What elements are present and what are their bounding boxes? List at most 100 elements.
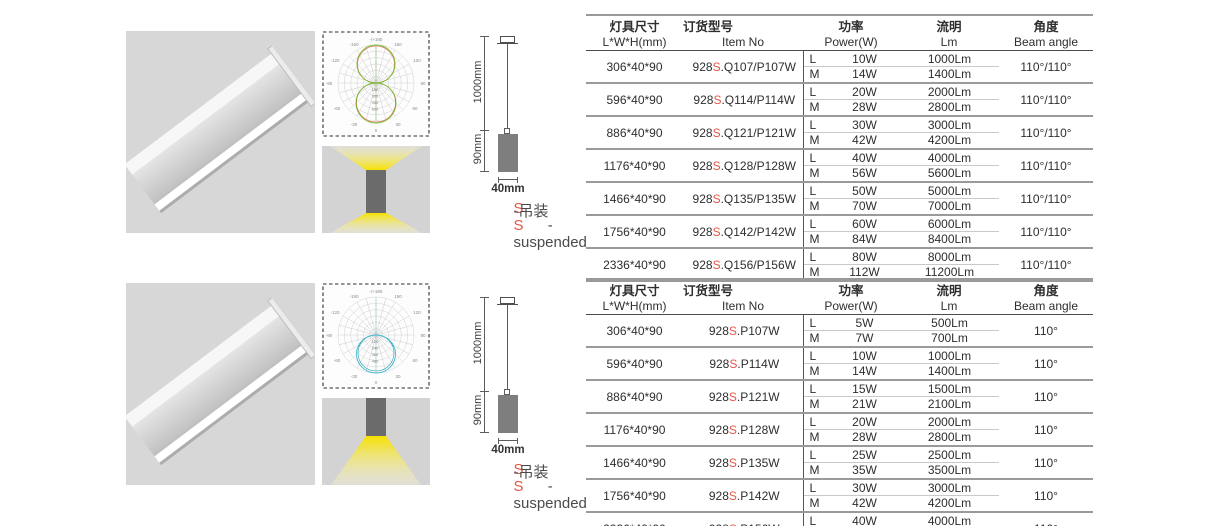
polar-angle-label: -150: [349, 42, 359, 47]
light-distribution-illustration-down: [322, 398, 430, 485]
power-lumen-cell: L 20W 2000Lm M 28W 2800Lm: [802, 83, 999, 116]
header-row-cn: 灯具尺寸 订货型号 功率 流明 角度: [586, 15, 1093, 35]
body-height-label: 90mm: [472, 394, 484, 426]
spec-table-down: 灯具尺寸 订货型号 功率 流明 角度 L*W*H(mm) Item No Pow…: [586, 278, 1093, 526]
power-lumen-subrow-m: M 14W 1400Lm: [809, 364, 972, 378]
power-lumen-cell: L 30W 3000Lm M 42W 4200Lm: [802, 479, 999, 512]
col-power-cn: 功率: [838, 20, 864, 34]
header-row-cn: 灯具尺寸 订货型号 功率 流明 角度: [586, 279, 1093, 299]
item-no-cell: 928S.Q135/P135W: [692, 191, 796, 206]
power-lumen-cell: L 50W 5000Lm M 70W 7000Lm: [802, 182, 999, 215]
polar-angle-label: 120: [413, 58, 421, 63]
beam-angle-cell: 110°/110°: [1020, 92, 1072, 107]
item-no-cell: 928S.Q128/P128W: [692, 158, 796, 173]
size-cell: 886*40*90: [606, 389, 663, 404]
col-angle-en: Beam angle: [1013, 35, 1079, 49]
item-no-cell: 928S.P114W: [709, 356, 780, 371]
power-lumen-subrow-m: M 56W 5600Lm: [809, 166, 972, 180]
col-item-en: Item No: [721, 299, 764, 313]
polar-scale-label: 480: [372, 359, 379, 364]
suspension-hook: [504, 128, 510, 134]
beam-angle-cell: 110°: [1034, 389, 1058, 404]
power-lumen-subrow-m: M 21W 2100Lm: [809, 397, 972, 411]
suspension-wire: [507, 44, 508, 129]
item-no-red-letter: S: [728, 422, 737, 437]
polar-scale-label: 240: [372, 346, 379, 351]
power-lumen-subrow-l: L 10W 1000Lm: [803, 349, 999, 364]
power-lumen-subrow-l: L 40W 4000Lm: [803, 151, 999, 166]
spec-table-body: 306*40*90 928S.P107W L 5W 500Lm M 7W 700Lm 1…: [586, 314, 1093, 526]
table-row: 596*40*90 928S.P114W L 10W 1000Lm M 14W 1400…: [586, 347, 1093, 380]
spec-table-updown: 灯具尺寸 订货型号 功率 流明 角度 L*W*H(mm) Item No Pow…: [586, 14, 1093, 282]
beam-angle-cell: 110°/110°: [1020, 257, 1072, 272]
item-no-red-letter: S: [712, 224, 721, 239]
light-distribution-illustration-updown: [322, 146, 430, 233]
polar-angle-label: 60: [412, 358, 418, 363]
table-row: 306*40*90 928S.Q107/P107W L 10W 1000Lm M 14…: [586, 50, 1093, 83]
suspension-wire: [507, 305, 508, 390]
power-lumen-subrow-m: M 84W 8400Lm: [809, 232, 972, 246]
col-angle-cn: 角度: [1033, 284, 1059, 298]
power-lumen-cell: L 80W 8000Lm M 112W 11200Lm: [802, 248, 999, 281]
size-cell: 596*40*90: [606, 356, 663, 371]
beam-angle-cell: 110°: [1034, 356, 1058, 371]
power-lumen-subrow-m: M 14W 1400Lm: [809, 67, 972, 81]
size-cell: 1466*40*90: [603, 455, 666, 470]
polar-angle-label: 150: [394, 294, 402, 299]
power-lumen-cell: L 20W 2000Lm M 28W 2800Lm: [802, 413, 999, 446]
power-lumen-subrow-m: M 35W 3500Lm: [809, 463, 972, 477]
size-cell: 1176*40*90: [603, 158, 666, 173]
item-no-cell: 928S.P135W: [708, 455, 780, 470]
power-lumen-subrow-l: L 30W 3000Lm: [803, 118, 999, 133]
polar-angle-label: 30: [395, 122, 401, 127]
power-lumen-cell: L 5W 500Lm M 7W 700Lm: [802, 314, 999, 347]
col-lumen-cn: 流明: [936, 284, 962, 298]
suspension-hook: [504, 389, 510, 395]
beam-angle-cell: 110°: [999, 512, 1093, 526]
item-no-cell: 928S.P142W: [708, 488, 780, 503]
section-down-version: -/+180 -150 150 -120 120 -90 90 -60 60 -…: [0, 252, 1215, 526]
dimension-drawing: 1000mm 90mm 40mm S -吊装 S -suspended: [470, 291, 587, 512]
size-cell: 1756*40*90: [603, 488, 666, 503]
size-cell: 1756*40*90: [603, 224, 666, 239]
polar-angle-label: -90: [326, 81, 333, 86]
col-item-cn: 订货型号: [683, 284, 734, 298]
power-lumen-subrow-m: M 70W 7000Lm: [809, 199, 972, 213]
power-lumen-subrow-m: M 28W 2800Lm: [809, 100, 972, 114]
col-item-en: Item No: [721, 35, 764, 49]
col-size-cn: 灯具尺寸: [609, 284, 660, 298]
polar-angle-label: 150: [394, 42, 402, 47]
power-lumen-subrow-l: L 5W 500Lm: [803, 316, 999, 331]
polar-scale-label: 600: [372, 107, 379, 112]
polar-angle-label: 60: [412, 106, 418, 111]
photometric-polar-diagram: -/+180 -150 150 -120 120 -90 90 -60 60 -…: [322, 31, 430, 137]
polar-scale-label: 150: [372, 87, 379, 92]
size-cell: 306*40*90: [606, 323, 663, 338]
dimension-line-vertical: [484, 36, 485, 172]
size-cell: 2336*40*90: [586, 512, 683, 526]
col-angle-cn: 角度: [1033, 20, 1059, 34]
power-lumen-subrow-l: L 25W 2500Lm: [803, 448, 999, 463]
item-no-cell: 928S.Q156/P156W: [692, 257, 796, 272]
col-item-cn: 订货型号: [683, 20, 734, 34]
item-no-cell: 928S.P107W: [708, 323, 780, 338]
product-photo: [82, 31, 325, 270]
col-power-cn: 功率: [838, 284, 864, 298]
size-cell: 1466*40*90: [603, 191, 666, 206]
item-no-cell: 928S.P156W: [683, 512, 803, 526]
polar-angle-label: 90: [420, 333, 426, 338]
power-lumen-subrow-l: L 15W 1500Lm: [803, 382, 999, 397]
size-cell: 596*40*90: [606, 92, 663, 107]
polar-angle-label: -120: [330, 58, 340, 63]
item-no-red-letter: S: [729, 356, 738, 371]
polar-angle-label: -30: [351, 122, 358, 127]
power-lumen-subrow-l: L 50W 5000Lm: [803, 184, 999, 199]
section-updown-version: -/+180 -150 150 -120 120 -90 90 -60 60 -…: [82, 14, 1093, 282]
power-lumen-subrow-l: L 20W 2000Lm: [803, 415, 999, 430]
item-no-red-letter: S: [712, 158, 721, 173]
